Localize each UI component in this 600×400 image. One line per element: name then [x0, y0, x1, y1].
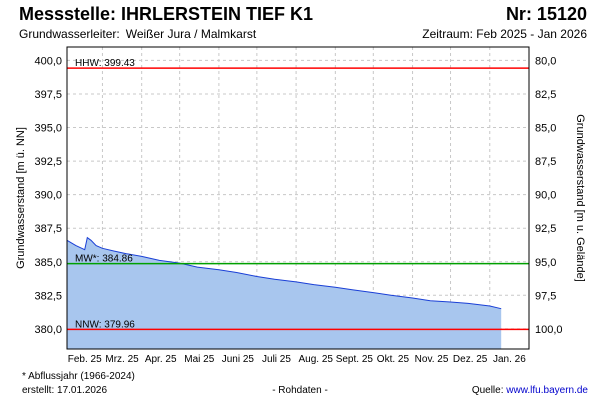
- x-tick-label: Aug. 25: [298, 354, 333, 365]
- hhw-label: HHW: 399.43: [75, 58, 135, 69]
- y-right-tick-label: 90,0: [535, 190, 556, 202]
- aquifer-info: Grundwasserleiter: Weißer Jura / Malmkars…: [19, 27, 256, 41]
- period-label: Zeitraum: Feb 2025 - Jan 2026: [422, 27, 587, 41]
- series-line: [66, 236, 502, 310]
- y-right-tick-label: 100,0: [535, 324, 563, 336]
- footnote: * Abflussjahr (1966-2024): [22, 371, 135, 382]
- y-right-tick-label: 80,0: [535, 55, 556, 67]
- source: Quelle: www.lfu.bayern.de: [472, 385, 588, 396]
- source-label: Quelle:: [471, 385, 507, 396]
- series-area: [67, 237, 502, 349]
- y-tick-label: 387,5: [34, 223, 62, 235]
- station-number: Nr: 15120: [505, 4, 587, 24]
- y-right-tick-label: 97,5: [535, 290, 556, 302]
- y-tick-label: 395,0: [34, 123, 62, 135]
- y-right-tick-label: 87,5: [535, 156, 556, 168]
- x-tick-label: Jan. 26: [493, 354, 526, 365]
- aquifer-value: Weißer Jura / Malmkarst: [125, 27, 257, 41]
- y-tick-label: 390,0: [34, 190, 62, 202]
- raw-data-label: - Rohdaten -: [272, 385, 328, 396]
- y-right-tick-label: 92,5: [535, 223, 556, 235]
- nnw-label: NNW: 379.96: [75, 319, 135, 330]
- x-tick-label: Mrz. 25: [105, 354, 139, 365]
- x-tick-label: Okt. 25: [377, 354, 410, 365]
- x-tick-label: Apr. 25: [145, 354, 177, 365]
- x-tick-label: Feb. 25: [68, 354, 102, 365]
- y-tick-label: 380,0: [34, 324, 62, 336]
- y-tick-label: 400,0: [34, 55, 62, 67]
- aquifer-label: Grundwasserleiter:: [19, 27, 120, 41]
- mw-label: MW*: 384.86: [75, 254, 133, 265]
- x-tick-label: Sept. 25: [336, 354, 374, 365]
- x-tick-label: Juni 25: [222, 354, 255, 365]
- x-tick-label: Mai 25: [184, 354, 214, 365]
- y-tick-label: 385,0: [34, 257, 62, 269]
- y-axis-title: Grundwasserstand [m ü. NN]: [15, 127, 27, 269]
- y-right-tick-label: 82,5: [535, 89, 556, 101]
- y-right-tick-label: 85,0: [535, 123, 556, 135]
- x-tick-label: Nov. 25: [415, 354, 449, 365]
- y-tick-label: 392,5: [34, 156, 62, 168]
- y-right-tick-label: 95,0: [535, 257, 556, 269]
- y-tick-label: 382,5: [34, 290, 62, 302]
- y-tick-label: 397,5: [34, 89, 62, 101]
- x-tick-label: Dez. 25: [453, 354, 488, 365]
- source-link[interactable]: www.lfu.bayern.de: [506, 385, 588, 396]
- station-title: Messstelle: IHRLERSTEIN TIEF K1: [19, 4, 314, 24]
- plot-frame: [66, 46, 530, 350]
- x-tick-label: Juli 25: [262, 354, 291, 365]
- y-right-axis-title: Grundwasserstand [m u. Gelände]: [574, 114, 586, 282]
- created-date: erstellt: 17.01.2026: [22, 385, 108, 396]
